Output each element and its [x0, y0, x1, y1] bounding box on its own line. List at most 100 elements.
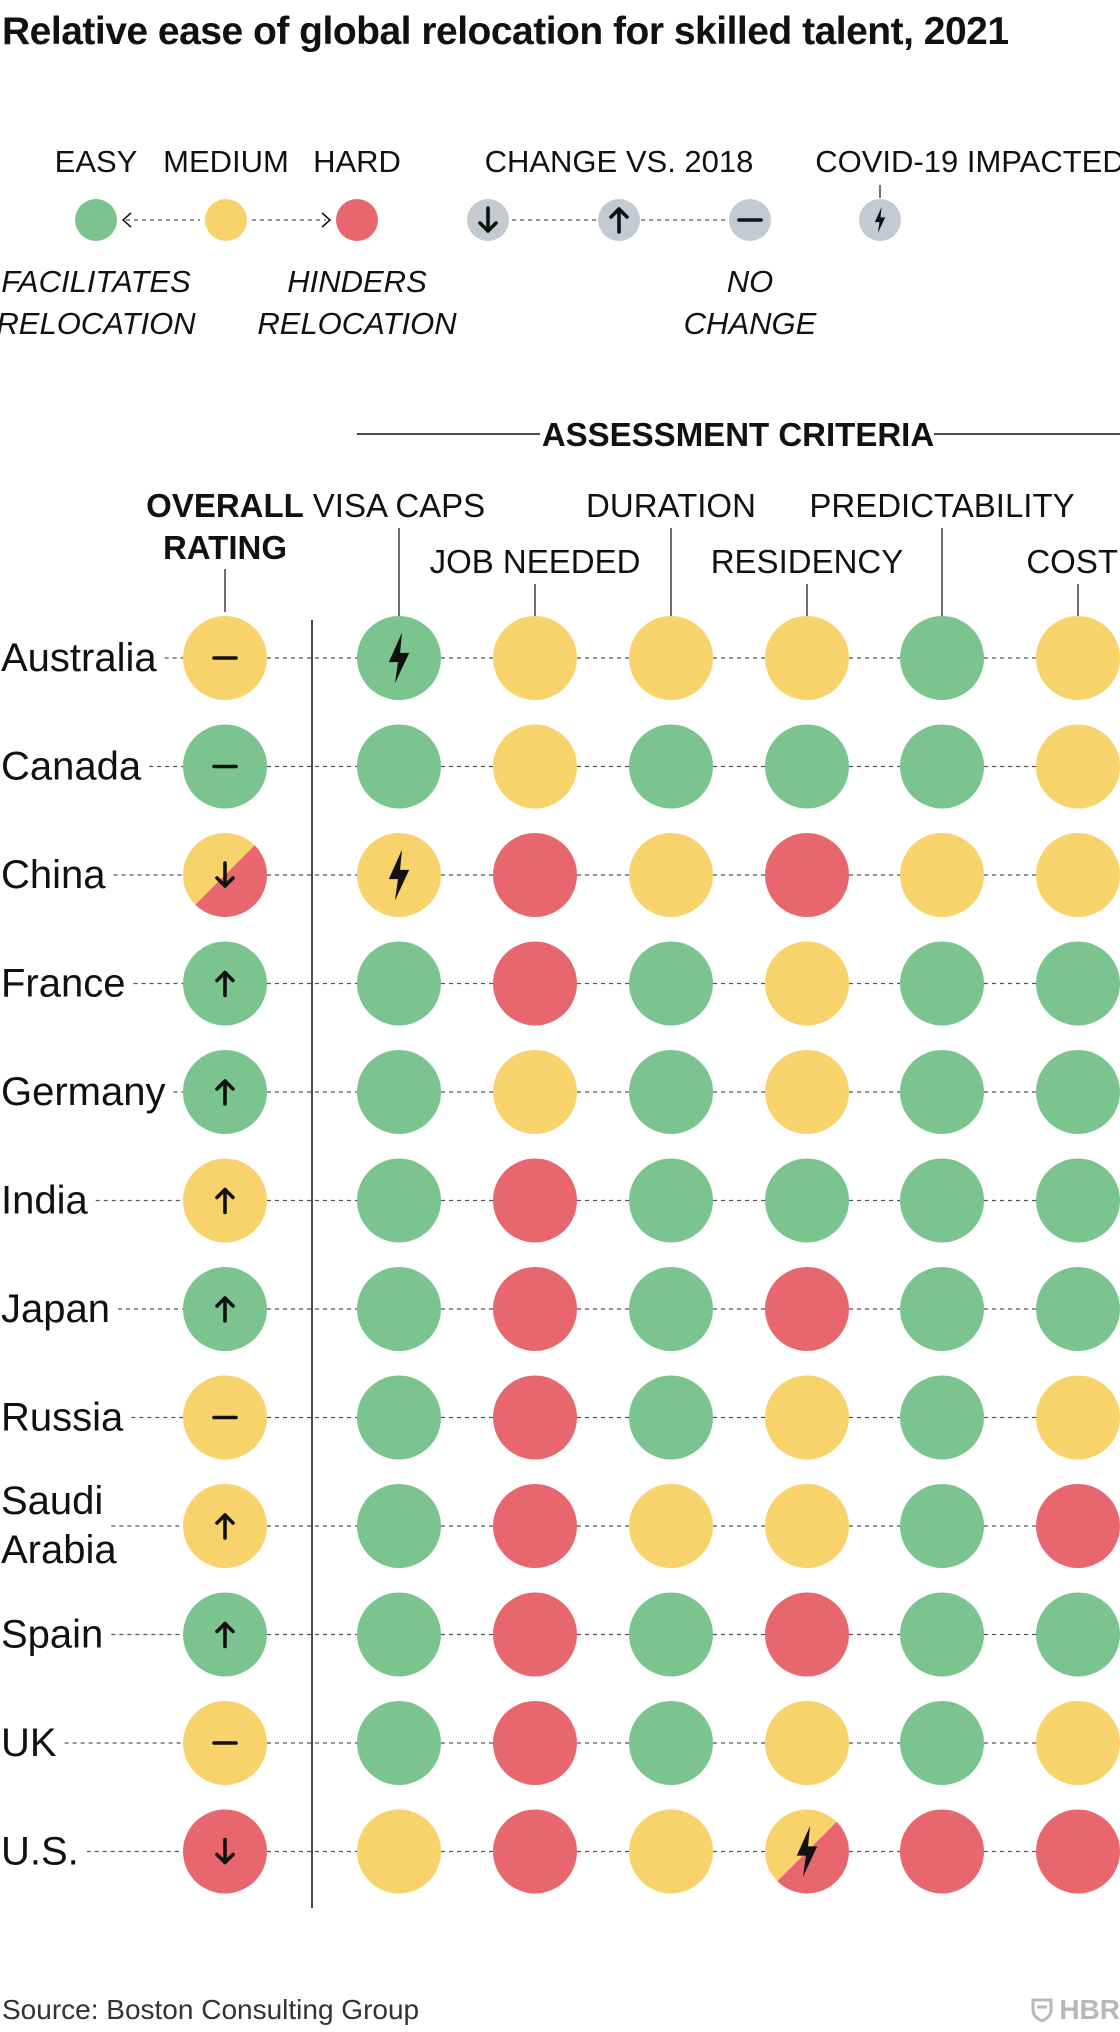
- arrow-head: [215, 1079, 235, 1091]
- country-label-2: Arabia: [1, 1528, 117, 1572]
- criteria-rating-dot: [357, 1592, 441, 1677]
- criteria-header: RESIDENCY: [711, 543, 904, 580]
- criteria-rating-dot: [1036, 616, 1120, 700]
- lightning-icon: [874, 207, 886, 233]
- arrow-up-icon: [215, 1187, 235, 1215]
- criteria-rating-dot: [1036, 1158, 1120, 1243]
- criteria-rating-dot: [629, 616, 713, 700]
- criteria-rating-dot: [629, 1267, 713, 1351]
- criteria-rating-dot: [629, 1592, 713, 1677]
- arrow-up-icon: [215, 970, 235, 998]
- criteria-rating-dot: [1036, 1592, 1120, 1677]
- half-upper: [765, 1809, 837, 1882]
- legend-facilitates-label: FACILITATES: [1, 264, 191, 299]
- criteria-rating-dot: [900, 1484, 984, 1568]
- arrow-down-icon: [215, 861, 235, 888]
- criteria-rating-dot: [629, 833, 713, 917]
- criteria-rating-dot: [357, 1267, 441, 1351]
- criteria-rating-dot: [357, 941, 441, 1026]
- half-upper: [183, 833, 255, 905]
- arrow-right-icon: [321, 212, 332, 228]
- criteria-rating-dot: [900, 1375, 984, 1460]
- arrow-down-icon: [478, 206, 498, 233]
- legend-facilitates-label-2: RELOCATION: [0, 306, 196, 341]
- legend-hard-label: HARD: [313, 144, 401, 179]
- criteria-rating-dot: [765, 1050, 849, 1134]
- legend-medium-dot: [205, 199, 247, 241]
- criteria-rating-dot: [900, 1050, 984, 1134]
- arrow-head: [215, 1513, 235, 1525]
- criteria-rating-dot: [1036, 941, 1120, 1026]
- country-label: UK: [1, 1721, 57, 1765]
- country-label: Russia: [1, 1396, 124, 1440]
- criteria-rating-dot: [765, 616, 849, 700]
- criteria-rating-dot: [765, 1592, 849, 1677]
- criteria-rating-dot: [629, 1375, 713, 1460]
- criteria-rating-dot: [493, 941, 577, 1026]
- country-label: Japan: [1, 1287, 110, 1331]
- arrow-up-icon: [215, 1513, 235, 1540]
- criteria-rating-dot: [900, 1701, 984, 1785]
- legend-hard-dot: [336, 199, 378, 241]
- country-label: France: [1, 962, 126, 1006]
- criteria-rating-dot: [493, 1701, 577, 1785]
- criteria-rating-dot: [493, 1375, 577, 1460]
- criteria-rating-dot: [765, 1267, 849, 1351]
- criteria-rating-dot: [493, 1050, 577, 1134]
- legend-easy-label: EASY: [55, 144, 138, 179]
- country-label: Spain: [1, 1613, 103, 1657]
- arrow-head: [215, 1296, 235, 1308]
- arrow-up-icon: [609, 207, 629, 234]
- overall-header-2: RATING: [163, 529, 287, 566]
- criteria-rating-dot: [900, 1809, 984, 1894]
- relocation-chart: EASY MEDIUM HARD FACILITATES RELOCATION HINDE…: [0, 144, 1120, 1908]
- criteria-header: COST: [1026, 543, 1118, 580]
- criteria-rating-dot: [1036, 1701, 1120, 1785]
- criteria-rating-dot: [629, 724, 713, 809]
- country-label: Canada: [1, 745, 142, 789]
- criteria-rating-dot: [629, 1050, 713, 1134]
- criteria-rating-dot: [900, 941, 984, 1026]
- group-header: ASSESSMENT CRITERIA: [542, 416, 934, 453]
- arrow-head: [215, 1852, 235, 1865]
- criteria-rating-dot: [357, 1484, 441, 1568]
- legend-arrowheads: [121, 212, 332, 228]
- arrow-down-icon: [215, 1837, 235, 1865]
- shield-icon: [1031, 1998, 1053, 2022]
- criteria-rating-dot: [493, 1809, 577, 1894]
- criteria-rating-dot: [765, 1809, 849, 1894]
- legend-hinders-label-2: RELOCATION: [257, 306, 457, 341]
- criteria-rating-dot: [1036, 833, 1120, 917]
- criteria-rating-dot: [900, 616, 984, 700]
- criteria-rating-dot: [357, 1809, 441, 1894]
- criteria-rating-dot: [493, 1592, 577, 1677]
- arrow-up-icon: [215, 1079, 235, 1106]
- criteria-rating-dot: [629, 1158, 713, 1243]
- arrow-head: [478, 221, 498, 233]
- criteria-rating-dot: [900, 1158, 984, 1243]
- arrow-head: [215, 970, 235, 983]
- criteria-rating-dot: [493, 833, 577, 917]
- criteria-rating-dot: [900, 724, 984, 809]
- country-label: Australia: [1, 636, 157, 680]
- criteria-rating-dot: [1036, 724, 1120, 809]
- arrow-head: [215, 1621, 235, 1634]
- criteria-header: PREDICTABILITY: [809, 487, 1074, 524]
- country-label: China: [1, 853, 106, 897]
- country-label: Saudi: [1, 1479, 103, 1523]
- arrow-head: [609, 207, 629, 219]
- legend-covid-label: COVID-19 IMPACTED: [815, 144, 1120, 179]
- legend-medium-label: MEDIUM: [163, 144, 289, 179]
- arrow-left-icon: [121, 212, 132, 228]
- criteria-header: DURATION: [586, 487, 756, 524]
- arrow-head: [215, 1187, 235, 1200]
- legend-hinders-label: HINDERS: [287, 264, 427, 299]
- criteria-rating-dot: [629, 1701, 713, 1785]
- criteria-rating-dot: [1036, 1267, 1120, 1351]
- criteria-rating-dot: [1036, 1484, 1120, 1568]
- half-lower: [777, 1821, 849, 1894]
- criteria-rating-dot: [357, 1158, 441, 1243]
- criteria-rating-dot: [357, 1050, 441, 1134]
- criteria-rating-dot: [493, 616, 577, 700]
- criteria-rating-dot: [357, 724, 441, 809]
